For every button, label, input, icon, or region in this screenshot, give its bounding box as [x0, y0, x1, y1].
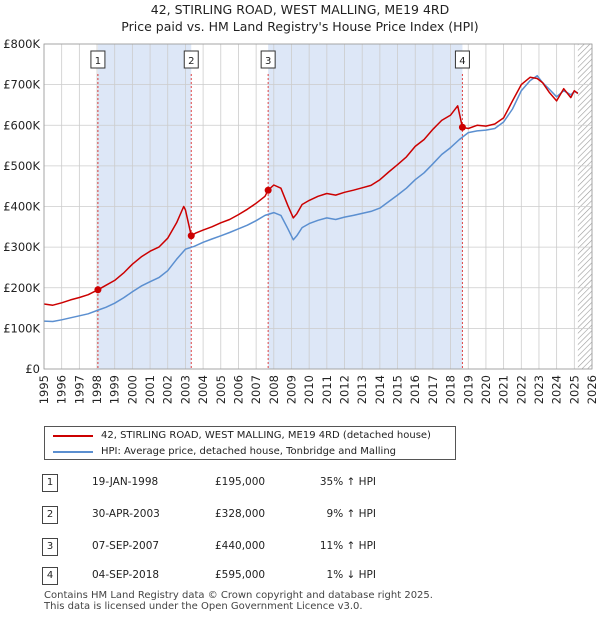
y-tick-label: £100K — [3, 321, 40, 335]
sale-date: 19-JAN-1998 — [92, 476, 159, 488]
transaction-point — [187, 232, 195, 240]
x-tick-label: 2004 — [196, 375, 210, 404]
legend-label-property: 42, STIRLING ROAD, WEST MALLING, ME19 4R… — [101, 430, 431, 441]
sale-date: 30-APR-2003 — [92, 508, 160, 520]
x-tick-label: 2013 — [355, 375, 369, 404]
hpi-comparison: 1% ↓ HPI — [326, 569, 376, 581]
legend-swatch-property — [53, 435, 93, 437]
y-tick-label: £300K — [3, 240, 40, 254]
x-tick-label: 2026 — [585, 375, 599, 404]
x-tick-label: 2012 — [338, 375, 352, 404]
marker-badge: 4 — [42, 567, 58, 585]
marker-badge: 1 — [42, 474, 58, 492]
x-tick-label: 2009 — [284, 375, 298, 404]
sale-price: £595,000 — [215, 569, 266, 581]
transaction-marker-label: 2 — [188, 56, 194, 67]
footer-attribution: Contains HM Land Registry data © Crown c… — [44, 590, 433, 612]
table-row: 2 30-APR-2003 £328,000 9% ↑ HPI — [0, 506, 600, 524]
hpi-comparison: 35% ↑ HPI — [319, 476, 376, 488]
x-tick-label: 2008 — [267, 375, 281, 404]
x-tick-label: 2000 — [125, 375, 139, 404]
y-tick-label: £600K — [3, 118, 40, 132]
x-tick-label: 2016 — [408, 375, 422, 404]
transaction-point — [94, 286, 102, 294]
hpi-comparison: 9% ↑ HPI — [326, 508, 376, 520]
x-tick-label: 2022 — [514, 375, 528, 404]
x-tick-label: 2010 — [302, 375, 316, 404]
x-tick-label: 1996 — [55, 375, 69, 404]
x-tick-label: 2003 — [178, 375, 192, 404]
title-line-2: Price paid vs. HM Land Registry's House … — [121, 19, 479, 34]
y-tick-label: £500K — [3, 159, 40, 173]
sale-price: £440,000 — [215, 540, 266, 552]
transaction-marker-box — [183, 50, 199, 69]
x-tick-label: 2014 — [373, 375, 387, 404]
footer-line-1: Contains HM Land Registry data © Crown c… — [44, 590, 433, 601]
y-tick-label: £800K — [3, 37, 40, 51]
y-tick-label: £200K — [3, 281, 40, 295]
x-tick-label: 2025 — [567, 375, 581, 404]
title-line-1: 42, STIRLING ROAD, WEST MALLING, ME19 4R… — [150, 2, 450, 17]
legend-label-hpi: HPI: Average price, detached house, Tonb… — [101, 446, 397, 457]
marker-badge: 2 — [42, 506, 58, 524]
x-tick-label: 2011 — [320, 375, 334, 404]
transaction-marker-label: 4 — [459, 56, 465, 67]
transaction-marker-box — [90, 50, 106, 69]
hpi-series-line — [43, 74, 579, 323]
hpi-comparison: 11% ↑ HPI — [319, 540, 376, 552]
sale-date: 07-SEP-2007 — [92, 540, 160, 552]
x-tick-label: 2020 — [479, 375, 493, 404]
sale-price: £328,000 — [215, 508, 266, 520]
price-chart: £0 £100K £200K £300K £400K £500K £600K £700K £80… — [3, 37, 599, 404]
property-series-line — [43, 76, 579, 306]
sale-price: £195,000 — [215, 476, 266, 488]
x-tick-label: 2018 — [444, 375, 458, 404]
y-tick-label: £0 — [25, 362, 40, 376]
chart-title: 42, STIRLING ROAD, WEST MALLING, ME19 4R… — [0, 1, 600, 35]
plot-border — [43, 43, 593, 370]
x-tick-label: 2005 — [214, 375, 228, 404]
footer-line-2: This data is licensed under the Open Gov… — [44, 601, 363, 612]
transaction-marker-box — [454, 50, 470, 69]
x-tick-label: 2002 — [161, 375, 175, 404]
transaction-marker-label: 3 — [265, 56, 271, 67]
marker-badge: 3 — [42, 538, 58, 556]
x-tick-label: 1995 — [37, 375, 51, 404]
x-tick-label: 1998 — [90, 375, 104, 404]
x-tick-label: 2007 — [249, 375, 263, 404]
x-tick-label: 1997 — [72, 375, 86, 404]
x-tick-label: 2017 — [426, 375, 440, 404]
x-tick-label: 2021 — [497, 375, 511, 404]
transaction-point — [264, 186, 272, 194]
x-tick-label: 2006 — [231, 375, 245, 404]
x-tick-label: 2001 — [143, 375, 157, 404]
table-row: 4 04-SEP-2018 £595,000 1% ↓ HPI — [0, 567, 600, 585]
legend: 42, STIRLING ROAD, WEST MALLING, ME19 4R… — [44, 426, 456, 460]
x-tick-label: 1999 — [108, 375, 122, 404]
transaction-marker-label: 1 — [95, 56, 101, 67]
transaction-point — [458, 123, 466, 131]
transaction-marker-box — [260, 50, 276, 69]
x-tick-label: 2023 — [532, 375, 546, 404]
x-tick-label: 2015 — [391, 375, 405, 404]
table-row: 1 19-JAN-1998 £195,000 35% ↑ HPI — [0, 474, 600, 492]
y-tick-label: £700K — [3, 78, 40, 92]
table-row: 3 07-SEP-2007 £440,000 11% ↑ HPI — [0, 538, 600, 556]
y-tick-label: £400K — [3, 200, 40, 214]
x-tick-label: 2019 — [461, 375, 475, 404]
sale-date: 04-SEP-2018 — [92, 569, 160, 581]
legend-swatch-hpi — [53, 451, 93, 453]
x-tick-label: 2024 — [550, 375, 564, 404]
